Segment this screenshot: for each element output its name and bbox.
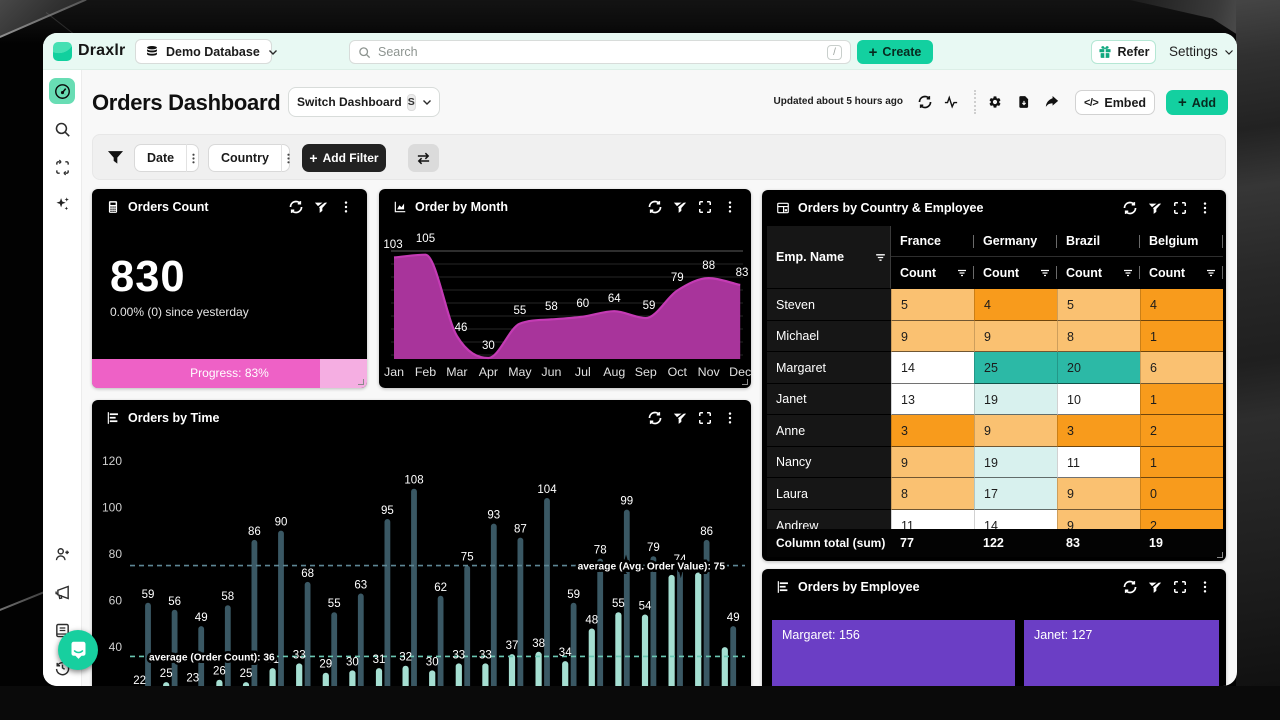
svg-text:60: 60: [576, 298, 589, 310]
svg-text:Jul: Jul: [575, 365, 591, 379]
svg-text:Mar: Mar: [446, 365, 467, 379]
svg-text:49: 49: [727, 612, 740, 624]
svg-text:60: 60: [109, 594, 123, 608]
svg-text:33: 33: [293, 649, 306, 661]
svg-text:59: 59: [567, 589, 580, 601]
svg-text:Dec: Dec: [729, 365, 751, 379]
svg-text:33: 33: [452, 649, 465, 661]
svg-text:33: 33: [479, 649, 492, 661]
svg-text:Apr: Apr: [479, 365, 498, 379]
svg-text:55: 55: [328, 598, 341, 610]
svg-text:May: May: [508, 365, 532, 379]
svg-text:31: 31: [266, 654, 279, 666]
svg-text:Feb: Feb: [415, 365, 436, 379]
svg-text:58: 58: [221, 591, 234, 603]
svg-text:68: 68: [301, 568, 314, 580]
svg-text:54: 54: [639, 601, 652, 613]
svg-text:104: 104: [537, 484, 557, 496]
svg-text:90: 90: [275, 517, 288, 529]
svg-text:38: 38: [532, 638, 545, 650]
svg-text:62: 62: [434, 582, 447, 594]
svg-text:40: 40: [109, 640, 123, 654]
svg-text:80: 80: [109, 547, 123, 561]
svg-text:59: 59: [142, 589, 155, 601]
svg-text:64: 64: [608, 293, 621, 305]
svg-text:103: 103: [383, 239, 402, 251]
svg-text:78: 78: [594, 545, 607, 557]
svg-text:34: 34: [559, 647, 572, 659]
svg-text:46: 46: [455, 322, 468, 334]
svg-text:83: 83: [736, 267, 749, 279]
svg-text:average (Order Count): 36: average (Order Count): 36: [149, 653, 275, 664]
svg-text:74: 74: [674, 554, 687, 566]
svg-text:55: 55: [514, 305, 527, 317]
svg-text:32: 32: [399, 652, 412, 664]
svg-text:Jun: Jun: [541, 365, 561, 379]
svg-text:63: 63: [354, 580, 367, 592]
svg-text:95: 95: [381, 505, 394, 517]
svg-text:88: 88: [702, 260, 715, 272]
svg-text:49: 49: [195, 612, 208, 624]
svg-text:29: 29: [319, 659, 332, 671]
svg-text:79: 79: [671, 272, 684, 284]
svg-text:58: 58: [545, 301, 558, 313]
svg-text:87: 87: [514, 524, 527, 536]
svg-text:99: 99: [620, 496, 633, 508]
svg-text:48: 48: [585, 615, 598, 627]
svg-text:75: 75: [461, 552, 474, 564]
svg-text:Jan: Jan: [384, 365, 404, 379]
svg-text:Sep: Sep: [635, 365, 657, 379]
svg-text:average (Avg. Order Value): 75: average (Avg. Order Value): 75: [578, 562, 726, 573]
svg-text:Nov: Nov: [698, 365, 721, 379]
svg-text:30: 30: [482, 340, 495, 352]
svg-text:86: 86: [700, 526, 713, 538]
svg-text:22: 22: [133, 675, 146, 686]
svg-text:31: 31: [373, 654, 386, 666]
svg-text:59: 59: [643, 300, 656, 312]
svg-text:25: 25: [240, 668, 253, 680]
svg-text:86: 86: [248, 526, 261, 538]
svg-text:79: 79: [647, 542, 660, 554]
svg-text:93: 93: [487, 510, 500, 522]
svg-text:100: 100: [102, 500, 122, 514]
svg-text:56: 56: [168, 596, 181, 608]
svg-text:26: 26: [213, 666, 226, 678]
svg-text:30: 30: [426, 656, 439, 668]
svg-text:120: 120: [102, 454, 122, 468]
svg-text:Oct: Oct: [668, 365, 688, 379]
svg-text:105: 105: [416, 233, 435, 245]
svg-text:30: 30: [346, 656, 359, 668]
svg-text:23: 23: [186, 673, 199, 685]
svg-text:Aug: Aug: [603, 365, 625, 379]
svg-text:55: 55: [612, 598, 625, 610]
svg-text:37: 37: [506, 640, 519, 652]
svg-text:108: 108: [404, 475, 423, 487]
svg-text:25: 25: [160, 668, 173, 680]
